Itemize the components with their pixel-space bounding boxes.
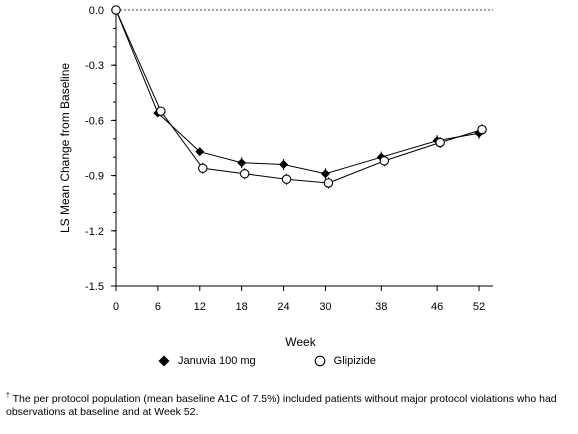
x-tick-label: 18	[236, 301, 248, 313]
y-axis-title: LS Mean Change from Baseline	[58, 63, 72, 233]
data-point-glipizide	[323, 178, 334, 188]
series-line-0	[115, 9, 480, 175]
data-point-glipizide	[239, 169, 250, 179]
filled-diamond-marker-icon	[158, 355, 170, 367]
data-point-glipizide	[435, 137, 445, 148]
data-point-glipizide	[477, 124, 487, 135]
open-circle-marker-icon	[314, 355, 326, 367]
line-chart: 0.0-0.3-0.6-0.9-1.2-1.50 6 12 18 24 30 38 46 52 …	[58, 5, 493, 349]
x-tick-label: 0	[113, 301, 119, 313]
footnote-text: The per protocol population (mean baseli…	[6, 393, 557, 418]
x-tick-label: 24	[277, 301, 289, 313]
x-tick-label: 46	[431, 301, 443, 313]
x-tick-label: 38	[375, 301, 387, 313]
data-point-glipizide	[281, 174, 292, 185]
x-tick-label: 52	[473, 301, 485, 313]
data-point-glipizide	[198, 163, 208, 173]
chart-legend: Januvia 100 mg Glipizide	[158, 355, 434, 367]
legend-entry-januvia: Januvia 100 mg	[158, 355, 256, 367]
footnote-symbol: †	[6, 392, 10, 400]
x-tick-label: 6	[155, 301, 161, 313]
y-tick-label: -1.5	[85, 281, 104, 293]
chart-series	[111, 5, 487, 189]
data-point-glipizide	[379, 156, 390, 166]
x-tick-label: 12	[194, 301, 206, 313]
series-line-1	[115, 9, 483, 184]
data-point-glipizide	[156, 106, 166, 116]
footnote: † The per protocol population (mean base…	[6, 393, 572, 419]
y-tick-label: -1.2	[85, 226, 104, 238]
x-axis-title: Week	[285, 335, 316, 349]
y-tick-label: -0.9	[85, 171, 104, 183]
data-point-januvia	[279, 160, 289, 170]
data-point-januvia	[320, 169, 330, 179]
legend-label-glipizide: Glipizide	[333, 355, 376, 367]
y-tick-label: -0.3	[85, 60, 104, 72]
legend-label-januvia: Januvia 100 mg	[178, 355, 256, 367]
x-tick-label: 30	[319, 301, 331, 313]
chart-axes: 0.0 -0.3 -0.6 -0.9 -1.2 -1.5 0 6 12 18 24 30 38 46 52	[85, 5, 493, 313]
data-point-januvia	[195, 147, 205, 157]
y-tick-label: 0.0	[89, 5, 104, 17]
data-point-glipizide	[111, 5, 121, 15]
data-point-januvia	[237, 158, 247, 168]
legend-entry-glipizide: Glipizide	[314, 355, 376, 367]
y-tick-label: -0.6	[85, 115, 104, 127]
